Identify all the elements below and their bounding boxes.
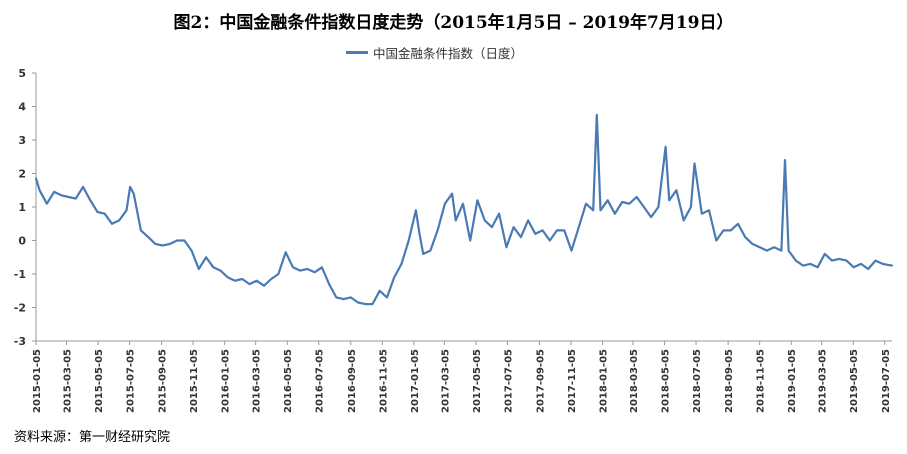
x-tick-label: 2019-07-05 [881, 349, 892, 413]
y-tick-label: 5 [18, 67, 26, 80]
y-tick-label: 3 [18, 134, 26, 147]
x-tick-label: 2016-01-05 [221, 349, 232, 413]
x-tick-label: 2018-07-05 [692, 349, 703, 413]
source-note: 资料来源：第一财经研究院 [14, 430, 171, 445]
x-tick-label: 2017-09-05 [535, 349, 546, 413]
y-tick-label: -3 [14, 335, 26, 348]
x-tick-label: 2017-03-05 [440, 349, 451, 413]
chart-title: 图2：中国金融条件指数日度走势（2015年1月5日 – 2019年7月19日） [173, 13, 734, 33]
x-tick-label: 2017-11-05 [567, 349, 578, 413]
x-tick-label: 2015-11-05 [189, 349, 200, 413]
x-tick-label: 2016-11-05 [378, 349, 389, 413]
series-line [34, 113, 894, 306]
x-tick-label: 2018-09-05 [724, 349, 735, 413]
y-tick-label: 2 [18, 168, 26, 181]
y-tick-label: 0 [18, 235, 26, 248]
y-tick-label: -1 [14, 268, 26, 281]
x-tick-label: 2015-03-05 [62, 349, 73, 413]
x-tick-label: 2016-03-05 [252, 349, 263, 413]
x-tick-label: 2017-07-05 [503, 349, 514, 413]
x-tick-label: 2018-03-05 [629, 349, 640, 413]
x-tick-label: 2018-01-05 [599, 349, 610, 413]
y-tick-label: 4 [18, 101, 26, 114]
y-tick-label: -2 [14, 302, 26, 315]
x-tick-label: 2016-09-05 [347, 349, 358, 413]
x-tick-label: 2016-07-05 [315, 349, 326, 413]
x-tick-label: 2015-07-05 [126, 349, 137, 413]
x-tick-label: 2017-05-05 [472, 349, 483, 413]
x-tick-label: 2017-01-05 [410, 349, 421, 413]
x-tick-label: 2019-05-05 [849, 349, 860, 413]
x-tick-label: 2015-09-05 [158, 349, 169, 413]
legend: 中国金融条件指数（日度） [346, 43, 523, 61]
y-tick-label: 1 [18, 201, 26, 214]
x-tick-label: 2018-11-05 [756, 349, 767, 413]
x-tick-label: 2015-05-05 [94, 349, 105, 413]
x-tick-label: 2019-01-05 [787, 349, 798, 413]
legend-swatch [346, 50, 368, 54]
x-tick-label: 2018-05-05 [661, 349, 672, 413]
x-tick-label: 2016-05-05 [283, 349, 294, 413]
x-tick-label: 2019-03-05 [818, 349, 829, 413]
x-tick-label: 2015-01-05 [32, 349, 43, 413]
legend-label: 中国金融条件指数（日度） [373, 45, 524, 61]
